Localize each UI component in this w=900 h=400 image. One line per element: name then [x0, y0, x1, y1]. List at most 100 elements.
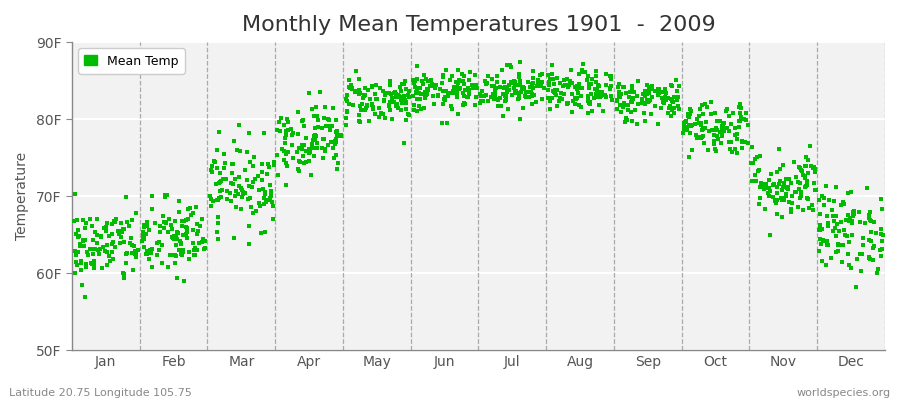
- Mean Temp: [190, 220, 204, 227]
- Mean Temp: [546, 75, 561, 82]
- Mean Temp: [328, 138, 342, 144]
- Mean Temp: [488, 93, 502, 100]
- Mean Temp: [197, 238, 211, 245]
- Mean Temp: [270, 152, 284, 158]
- Mean Temp: [70, 216, 85, 223]
- Mean Temp: [271, 172, 285, 178]
- Mean Temp: [495, 66, 509, 73]
- Mean Temp: [831, 242, 845, 248]
- Mean Temp: [105, 256, 120, 262]
- Mean Temp: [122, 240, 137, 246]
- Mean Temp: [525, 90, 539, 97]
- Mean Temp: [733, 101, 747, 108]
- Mean Temp: [594, 91, 608, 97]
- Mean Temp: [557, 76, 572, 83]
- Mean Temp: [410, 63, 425, 70]
- Mean Temp: [621, 102, 635, 108]
- Mean Temp: [843, 215, 858, 221]
- Mean Temp: [732, 118, 746, 124]
- Mean Temp: [751, 168, 765, 174]
- Mean Temp: [278, 140, 293, 146]
- Mean Temp: [746, 160, 760, 166]
- Mean Temp: [826, 228, 841, 234]
- Mean Temp: [591, 102, 606, 108]
- Mean Temp: [853, 219, 868, 225]
- Mean Temp: [394, 80, 409, 87]
- Mean Temp: [212, 214, 226, 221]
- Mean Temp: [315, 136, 329, 142]
- Mean Temp: [86, 258, 101, 264]
- Mean Temp: [669, 77, 683, 84]
- Mean Temp: [852, 208, 867, 215]
- Mean Temp: [192, 240, 206, 246]
- Mean Temp: [842, 217, 856, 224]
- Mean Temp: [602, 85, 616, 91]
- Mean Temp: [413, 91, 428, 97]
- Mean Temp: [752, 201, 767, 207]
- Mean Temp: [312, 88, 327, 95]
- Mean Temp: [688, 120, 702, 127]
- Mean Temp: [618, 118, 633, 125]
- Mean Temp: [195, 216, 210, 223]
- Mean Temp: [307, 144, 321, 151]
- Mean Temp: [317, 115, 331, 121]
- Mean Temp: [807, 168, 822, 175]
- Mean Temp: [185, 227, 200, 234]
- Mean Temp: [861, 254, 876, 261]
- Mean Temp: [829, 184, 843, 190]
- Mean Temp: [488, 92, 502, 98]
- Mean Temp: [531, 77, 545, 83]
- Mean Temp: [223, 190, 238, 196]
- Mean Temp: [392, 83, 407, 90]
- Mean Temp: [846, 212, 860, 218]
- Mean Temp: [410, 96, 425, 102]
- Mean Temp: [785, 200, 799, 206]
- Mean Temp: [207, 159, 221, 166]
- Mean Temp: [314, 125, 328, 131]
- Mean Temp: [170, 274, 184, 281]
- Mean Temp: [875, 206, 889, 212]
- Mean Temp: [815, 258, 830, 264]
- Mean Temp: [619, 115, 634, 122]
- Mean Temp: [198, 245, 212, 252]
- Mean Temp: [638, 101, 652, 108]
- Mean Temp: [339, 107, 354, 114]
- Mean Temp: [352, 76, 366, 83]
- Mean Temp: [718, 108, 733, 114]
- Mean Temp: [702, 128, 716, 134]
- Mean Temp: [100, 262, 114, 268]
- Mean Temp: [813, 222, 827, 228]
- Mean Temp: [681, 114, 696, 120]
- Mean Temp: [800, 195, 814, 202]
- Mean Temp: [240, 148, 255, 155]
- Mean Temp: [136, 233, 150, 240]
- Mean Temp: [210, 229, 224, 235]
- Mean Temp: [407, 102, 421, 109]
- Mean Temp: [719, 106, 733, 112]
- Mean Temp: [270, 127, 284, 133]
- Mean Temp: [455, 78, 470, 84]
- Mean Temp: [245, 184, 259, 190]
- Mean Temp: [841, 251, 855, 257]
- Mean Temp: [182, 249, 196, 256]
- Mean Temp: [420, 91, 435, 98]
- Mean Temp: [845, 208, 859, 215]
- Mean Temp: [168, 253, 183, 260]
- Mean Temp: [160, 192, 175, 198]
- Mean Temp: [265, 199, 279, 205]
- Mean Temp: [277, 148, 292, 154]
- Mean Temp: [344, 82, 358, 89]
- Mean Temp: [72, 233, 86, 239]
- Mean Temp: [762, 192, 777, 199]
- Mean Temp: [554, 96, 569, 102]
- Mean Temp: [812, 197, 826, 203]
- Mean Temp: [847, 208, 861, 214]
- Mean Temp: [722, 112, 736, 119]
- Mean Temp: [292, 158, 306, 164]
- Mean Temp: [382, 90, 397, 96]
- Mean Temp: [815, 236, 830, 243]
- Mean Temp: [256, 201, 271, 207]
- Mean Temp: [484, 76, 499, 82]
- Mean Temp: [174, 241, 188, 248]
- Mean Temp: [458, 100, 473, 107]
